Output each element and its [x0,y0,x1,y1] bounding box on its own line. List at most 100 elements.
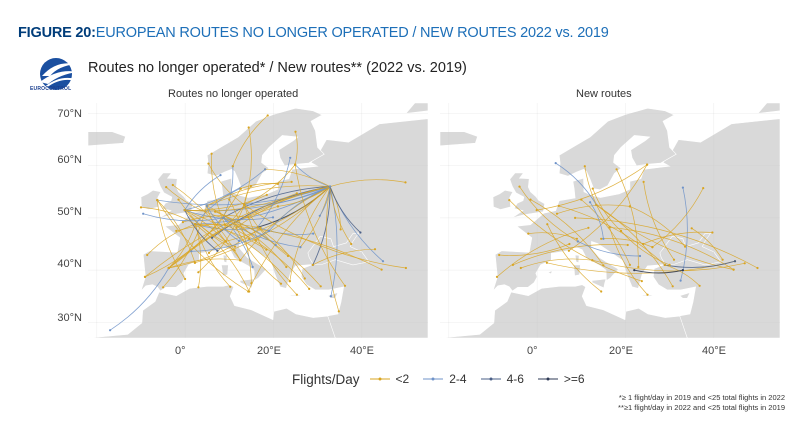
route-line [329,179,406,187]
airport-point [194,223,197,226]
airport-point [267,229,271,232]
airport-point [732,268,735,271]
legend-item: 4-6 [480,372,524,386]
airport-point [171,183,174,187]
route-line [191,230,270,252]
airport-point [143,275,147,278]
land-polygon [140,189,162,210]
route-line [140,207,196,225]
airport-point [266,114,269,117]
airport-point [162,286,165,289]
airport-point [193,261,196,264]
airport-point [311,263,314,266]
land-layer [440,103,780,338]
airport-point [184,277,187,281]
airport-point [339,228,342,231]
land-polygon [757,103,780,114]
airport-point [205,204,208,207]
route-line [184,209,241,261]
route-line [629,206,686,247]
airport-point [671,285,674,288]
route-line [240,183,278,189]
airport-point [259,226,262,229]
route-line [329,186,338,297]
airport-point [228,198,231,201]
airport-point [165,186,168,189]
airport-point [303,277,306,280]
airport-point [511,263,514,266]
airport-point [237,239,241,242]
airport-point [498,253,501,257]
airport-point [224,240,227,243]
airport-point [337,310,340,313]
airport-point [628,263,631,266]
airport-point [294,163,297,166]
airport-point [404,181,407,184]
route-line [496,227,589,278]
airport-point [672,258,676,261]
figure-title: FIGURE 20:EUROPEAN ROUTES NO LONGER OPER… [18,25,609,41]
route-line [294,164,346,287]
airport-point [256,226,259,229]
airport-point [146,253,149,257]
airport-point [583,165,586,168]
route-line [184,209,291,282]
airport-point [247,126,250,129]
route-line [584,166,610,228]
route-line [664,260,736,268]
airport-point [756,266,759,270]
land-polygon [440,131,478,147]
route-line [206,205,240,242]
route-line [109,267,170,331]
route-line [312,248,376,266]
airport-point [299,246,302,249]
airport-point [175,229,178,232]
route-line [236,186,331,229]
x-tick-label: 40°E [702,345,726,357]
airport-point [698,284,701,287]
route-line [194,186,331,264]
route-line [268,186,331,232]
land-polygon [140,118,428,338]
airport-point [219,174,222,177]
route-line [257,157,291,228]
land-polygon [405,103,428,114]
route-line [257,227,306,279]
airport-point [250,282,253,285]
x-tick-label: 0° [175,345,186,357]
land-polygon [220,264,229,277]
route-line [642,231,713,245]
legend-title: Flights/Day [292,371,360,387]
airport-point [247,290,250,293]
airport-point [177,198,180,201]
eurocontrol-logo-icon [40,58,78,90]
legend-item: 2-4 [423,372,467,386]
airport-point [591,187,594,190]
route-line [664,264,700,287]
airport-point [508,199,511,202]
route-line [206,185,331,207]
map-routes-no-longer-operated [88,103,428,338]
airport-point [350,242,353,246]
airport-point [529,198,532,201]
route-line [206,181,292,207]
route-line [162,205,208,288]
route-line [243,127,252,205]
airport-point [380,268,383,271]
airport-point [638,254,642,258]
panel-title-routes-no-longer-operated: Routes no longer operated [168,88,299,100]
land-polygon [546,270,553,275]
airport-point [733,260,737,263]
airport-point [312,232,315,235]
route-line [195,223,382,270]
airport-point [229,285,232,288]
airport-point [329,295,332,298]
airport-point [295,192,298,195]
airport-point [265,248,268,251]
airport-point [518,185,521,188]
airport-point [205,238,208,241]
route-line [257,226,314,235]
airport-point [535,209,538,212]
airport-point [167,266,170,270]
x-tick-label: 0° [527,345,538,357]
